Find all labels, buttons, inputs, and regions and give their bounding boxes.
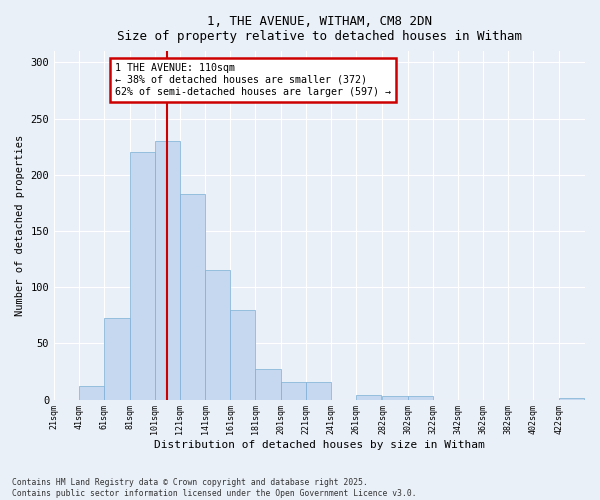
- Bar: [256, 369, 281, 400]
- Bar: [407, 396, 433, 400]
- Text: 1 THE AVENUE: 110sqm
← 38% of detached houses are smaller (372)
62% of semi-deta: 1 THE AVENUE: 110sqm ← 38% of detached h…: [115, 64, 391, 96]
- Bar: [180, 194, 205, 400]
- Bar: [382, 396, 407, 400]
- Bar: [79, 386, 104, 400]
- Bar: [104, 318, 130, 400]
- Bar: [559, 398, 584, 400]
- Text: Contains HM Land Registry data © Crown copyright and database right 2025.
Contai: Contains HM Land Registry data © Crown c…: [12, 478, 416, 498]
- Bar: [281, 382, 306, 400]
- Title: 1, THE AVENUE, WITHAM, CM8 2DN
Size of property relative to detached houses in W: 1, THE AVENUE, WITHAM, CM8 2DN Size of p…: [117, 15, 522, 43]
- Bar: [230, 310, 256, 400]
- X-axis label: Distribution of detached houses by size in Witham: Distribution of detached houses by size …: [154, 440, 485, 450]
- Bar: [205, 270, 230, 400]
- Bar: [306, 382, 331, 400]
- Bar: [130, 152, 155, 400]
- Y-axis label: Number of detached properties: Number of detached properties: [15, 134, 25, 316]
- Bar: [155, 141, 180, 400]
- Bar: [356, 395, 381, 400]
